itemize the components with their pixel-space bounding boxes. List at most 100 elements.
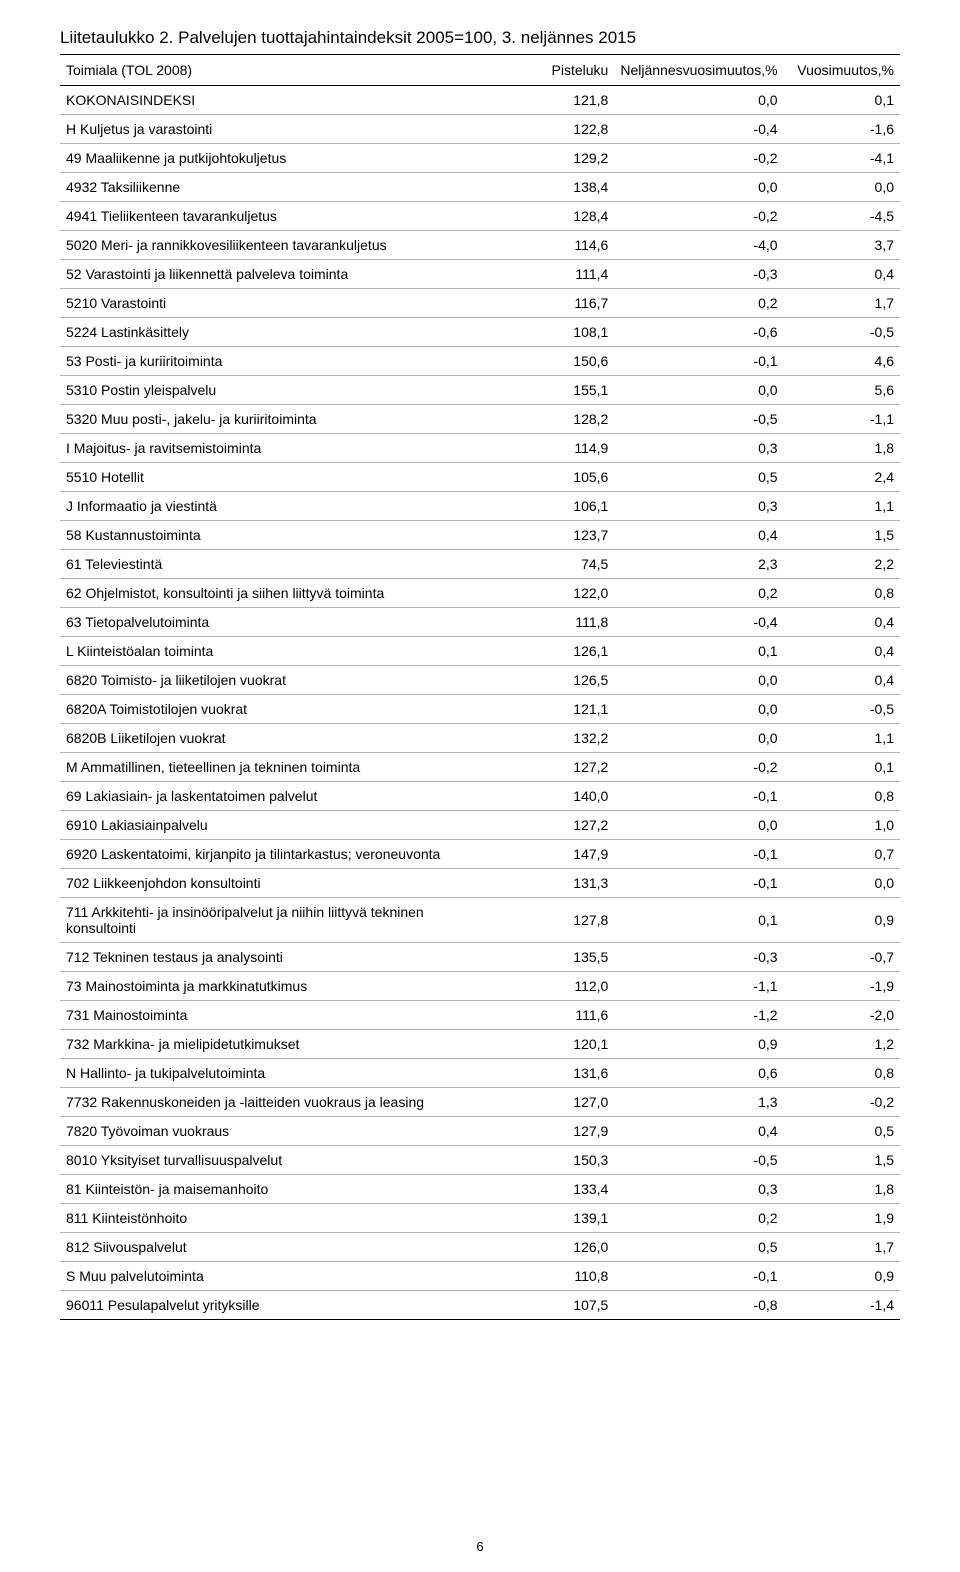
cell-value: 126,1 <box>503 637 614 666</box>
cell-value: 0,0 <box>784 869 900 898</box>
cell-value: 0,1 <box>784 753 900 782</box>
table-row: H Kuljetus ja varastointi122,8-0,4-1,6 <box>60 115 900 144</box>
table-row: KOKONAISINDEKSI121,80,00,1 <box>60 86 900 115</box>
cell-value: 1,7 <box>784 289 900 318</box>
cell-value: 1,2 <box>784 1030 900 1059</box>
table-row: 6820 Toimisto- ja liiketilojen vuokrat12… <box>60 666 900 695</box>
cell-value: -0,1 <box>614 840 783 869</box>
cell-value: -0,8 <box>614 1291 783 1320</box>
table-row: 81 Kiinteistön- ja maisemanhoito133,40,3… <box>60 1175 900 1204</box>
cell-value: 0,6 <box>614 1059 783 1088</box>
table-row: 63 Tietopalvelutoiminta111,8-0,40,4 <box>60 608 900 637</box>
cell-label: 6920 Laskentatoimi, kirjanpito ja tilint… <box>60 840 503 869</box>
cell-value: 0,2 <box>614 579 783 608</box>
cell-value: 0,4 <box>784 637 900 666</box>
table-row: 5224 Lastinkäsittely108,1-0,6-0,5 <box>60 318 900 347</box>
cell-value: 126,0 <box>503 1233 614 1262</box>
col-header-pisteluku: Pisteluku <box>503 55 614 86</box>
col-header-label: Toimiala (TOL 2008) <box>60 55 503 86</box>
cell-value: 0,0 <box>784 173 900 202</box>
cell-label: 58 Kustannustoiminta <box>60 521 503 550</box>
table-row: 5210 Varastointi116,70,21,7 <box>60 289 900 318</box>
table-row: S Muu palvelutoiminta110,8-0,10,9 <box>60 1262 900 1291</box>
cell-value: 127,2 <box>503 811 614 840</box>
cell-value: 139,1 <box>503 1204 614 1233</box>
cell-value: -0,5 <box>614 405 783 434</box>
cell-value: 0,1 <box>784 86 900 115</box>
table-row: 812 Siivouspalvelut126,00,51,7 <box>60 1233 900 1262</box>
cell-label: J Informaatio ja viestintä <box>60 492 503 521</box>
cell-value: 138,4 <box>503 173 614 202</box>
cell-label: 53 Posti- ja kuriiritoiminta <box>60 347 503 376</box>
cell-value: 0,8 <box>784 1059 900 1088</box>
cell-label: 5310 Postin yleispalvelu <box>60 376 503 405</box>
cell-value: 3,7 <box>784 231 900 260</box>
cell-value: -4,0 <box>614 231 783 260</box>
cell-value: 0,0 <box>614 724 783 753</box>
cell-value: 1,0 <box>784 811 900 840</box>
cell-label: 812 Siivouspalvelut <box>60 1233 503 1262</box>
cell-value: -0,4 <box>614 608 783 637</box>
cell-label: 731 Mainostoiminta <box>60 1001 503 1030</box>
cell-value: 0,4 <box>784 260 900 289</box>
cell-label: 62 Ohjelmistot, konsultointi ja siihen l… <box>60 579 503 608</box>
cell-label: 6820A Toimistotilojen vuokrat <box>60 695 503 724</box>
cell-label: 49 Maaliikenne ja putkijohtokuljetus <box>60 144 503 173</box>
cell-label: M Ammatillinen, tieteellinen ja tekninen… <box>60 753 503 782</box>
cell-value: 0,3 <box>614 1175 783 1204</box>
cell-label: 6820 Toimisto- ja liiketilojen vuokrat <box>60 666 503 695</box>
cell-value: 105,6 <box>503 463 614 492</box>
cell-value: -0,2 <box>784 1088 900 1117</box>
cell-value: 111,8 <box>503 608 614 637</box>
cell-value: 0,4 <box>784 608 900 637</box>
cell-label: 5320 Muu posti-, jakelu- ja kuriiritoimi… <box>60 405 503 434</box>
cell-value: 0,0 <box>614 376 783 405</box>
cell-value: 135,5 <box>503 943 614 972</box>
cell-label: 69 Lakiasiain- ja laskentatoimen palvelu… <box>60 782 503 811</box>
cell-label: 702 Liikkeenjohdon konsultointi <box>60 869 503 898</box>
cell-value: 129,2 <box>503 144 614 173</box>
table-row: 6920 Laskentatoimi, kirjanpito ja tilint… <box>60 840 900 869</box>
cell-value: 0,3 <box>614 492 783 521</box>
cell-value: 122,0 <box>503 579 614 608</box>
table-row: 6820B Liiketilojen vuokrat132,20,01,1 <box>60 724 900 753</box>
cell-label: I Majoitus- ja ravitsemistoiminta <box>60 434 503 463</box>
cell-value: 0,3 <box>614 434 783 463</box>
cell-value: 111,6 <box>503 1001 614 1030</box>
cell-value: 1,8 <box>784 434 900 463</box>
table-row: 62 Ohjelmistot, konsultointi ja siihen l… <box>60 579 900 608</box>
cell-value: -0,3 <box>614 260 783 289</box>
cell-value: 128,4 <box>503 202 614 231</box>
table-title: Liitetaulukko 2. Palvelujen tuottajahint… <box>60 28 900 48</box>
cell-value: 0,0 <box>614 173 783 202</box>
cell-value: 121,8 <box>503 86 614 115</box>
cell-value: 0,1 <box>614 637 783 666</box>
cell-value: 150,3 <box>503 1146 614 1175</box>
cell-value: 1,9 <box>784 1204 900 1233</box>
cell-value: 127,0 <box>503 1088 614 1117</box>
data-table: Toimiala (TOL 2008) Pisteluku Neljännesv… <box>60 54 900 1320</box>
table-row: 49 Maaliikenne ja putkijohtokuljetus129,… <box>60 144 900 173</box>
cell-label: 6820B Liiketilojen vuokrat <box>60 724 503 753</box>
cell-label: 7820 Työvoiman vuokraus <box>60 1117 503 1146</box>
table-row: 732 Markkina- ja mielipidetutkimukset120… <box>60 1030 900 1059</box>
cell-value: 0,8 <box>784 782 900 811</box>
cell-value: 0,9 <box>614 1030 783 1059</box>
table-row: 5310 Postin yleispalvelu155,10,05,6 <box>60 376 900 405</box>
cell-label: S Muu palvelutoiminta <box>60 1262 503 1291</box>
table-row: 5510 Hotellit105,60,52,4 <box>60 463 900 492</box>
table-row: 4941 Tieliikenteen tavarankuljetus128,4-… <box>60 202 900 231</box>
cell-value: 1,5 <box>784 1146 900 1175</box>
cell-value: 1,7 <box>784 1233 900 1262</box>
cell-value: 108,1 <box>503 318 614 347</box>
header-row: Toimiala (TOL 2008) Pisteluku Neljännesv… <box>60 55 900 86</box>
cell-value: 106,1 <box>503 492 614 521</box>
cell-value: 0,5 <box>784 1117 900 1146</box>
cell-value: 116,7 <box>503 289 614 318</box>
cell-value: 0,9 <box>784 898 900 943</box>
cell-label: 5020 Meri- ja rannikkovesiliikenteen tav… <box>60 231 503 260</box>
table-row: 58 Kustannustoiminta123,70,41,5 <box>60 521 900 550</box>
cell-value: 0,9 <box>784 1262 900 1291</box>
table-row: 69 Lakiasiain- ja laskentatoimen palvelu… <box>60 782 900 811</box>
cell-value: -0,1 <box>614 347 783 376</box>
